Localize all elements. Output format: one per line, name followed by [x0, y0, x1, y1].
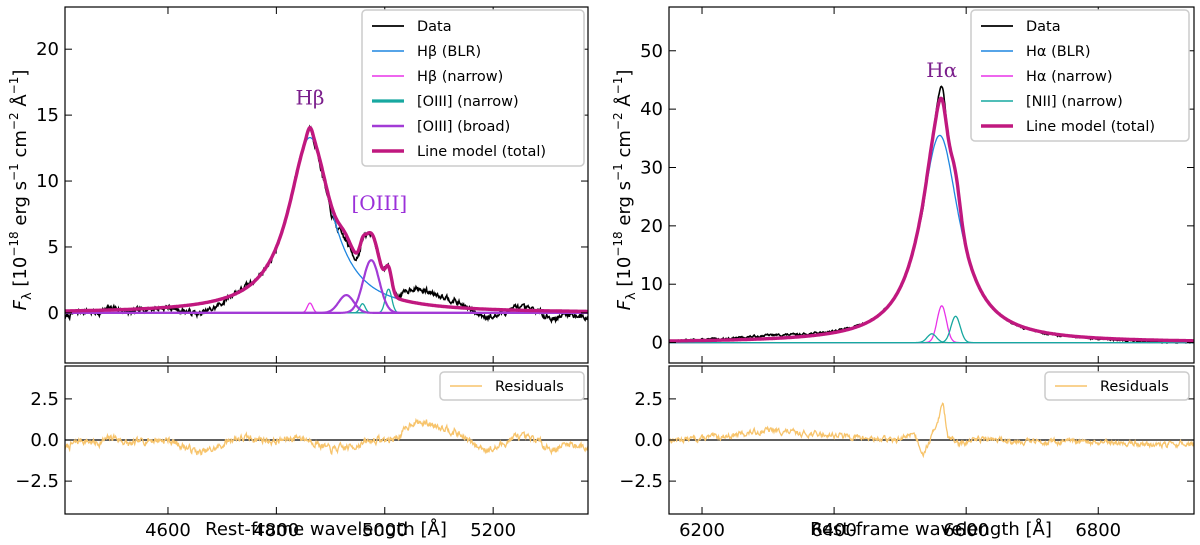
legend-label: Hα (BLR): [1026, 44, 1091, 60]
legend-label: [OIII] (narrow): [417, 94, 519, 110]
halpha-xlabel: Rest-frame wavelength [Å]: [810, 518, 1052, 540]
legend-label: Line model (total): [417, 144, 546, 160]
halpha-main-frame: [668, 6, 1195, 364]
hbeta-ylabel: Fλ [10−18 erg s−1 cm−2 Å−1]: [7, 70, 35, 311]
legend-label: Line model (total): [1026, 119, 1155, 135]
series-component-3: [669, 315, 1194, 344]
line-annotation: Hβ: [295, 86, 324, 110]
panel-halpha: 6200 6400 6600 6800 0 10 20 30 40 50 −2.5 0.0 2.5 Da…: [611, 6, 1195, 541]
line-annotation: Hα: [926, 58, 957, 82]
legend-label: Data: [417, 19, 452, 35]
residual-y-tick-label: 0.0: [634, 430, 663, 451]
residual-y-tick-label: 2.5: [634, 389, 663, 410]
halpha-axes: 6200 6400 6600 6800 0 10 20 30 40 50 −2.5 0.0 2.5: [619, 7, 1194, 541]
series-total-model: [65, 125, 588, 314]
y-tick-label: 20: [36, 39, 59, 60]
y-tick-label: 10: [640, 274, 663, 295]
x-tick-label: 4800: [253, 520, 299, 541]
halpha-plot-area: [669, 85, 1194, 345]
x-tick-label: 6600: [943, 520, 989, 541]
y-tick-label: 50: [640, 41, 663, 62]
x-tick-label: 5200: [470, 520, 516, 541]
residual-legend-label: Residuals: [495, 379, 564, 395]
hbeta-residuals-legend: Residuals: [439, 371, 585, 401]
residual-y-tick-label: −2.5: [15, 471, 59, 492]
series-component-0: [669, 134, 1194, 342]
legend-label: Hβ (narrow): [417, 69, 503, 85]
legend-box: [970, 9, 1190, 142]
residual-y-tick-label: −2.5: [619, 471, 663, 492]
x-tick-label: 6200: [679, 520, 725, 541]
series-total-model: [669, 96, 1194, 343]
legend-label: Hα (narrow): [1026, 69, 1113, 85]
residual-legend-label: Residuals: [1100, 379, 1169, 395]
x-tick-label: 5000: [362, 520, 408, 541]
y-tick-label: 15: [36, 105, 59, 126]
y-tick-label: 5: [48, 237, 59, 258]
x-tick-label: 4600: [145, 520, 191, 541]
legend-label: [NII] (narrow): [1026, 94, 1123, 110]
x-tick-label: 6400: [811, 520, 857, 541]
legend-label: Hβ (BLR): [417, 44, 481, 60]
series-residuals: [65, 417, 588, 456]
halpha-ylabel: Fλ [10−18 erg s−1 cm−2 Å−1]: [611, 70, 639, 311]
legend-label: [OIII] (broad): [417, 119, 510, 135]
halpha-annotations: Hα: [926, 58, 957, 82]
panel-hbeta: 4600 4800 5000 5200 0 5 10 15 20 −2.5 0.0 2.5 Data H…: [7, 6, 589, 541]
hbeta-xlabel: Rest-frame wavelength [Å]: [205, 518, 447, 540]
series-residuals: [669, 402, 1194, 459]
residual-legend-box: [439, 371, 585, 401]
x-tick-label: 6800: [1075, 520, 1121, 541]
y-tick-label: 0: [652, 333, 663, 354]
legend-label: Data: [1026, 19, 1061, 35]
halpha-legend: Data Hα (BLR) Hα (narrow) [NII] (narrow) Lin…: [970, 9, 1190, 142]
halpha-residuals-area: [669, 402, 1194, 459]
halpha-residuals-legend: Residuals: [1044, 371, 1190, 401]
line-annotation: [OIII]: [351, 191, 407, 215]
hbeta-plot-area: [65, 124, 588, 324]
hbeta-axes: 4600 4800 5000 5200 0 5 10 15 20 −2.5 0.0 2.5: [15, 7, 588, 541]
series-component-5: [65, 259, 588, 314]
y-tick-label: 0: [48, 303, 59, 324]
y-tick-label: 20: [640, 216, 663, 237]
y-tick-label: 40: [640, 99, 663, 120]
hbeta-annotations: Hβ [OIII]: [295, 86, 407, 215]
hbeta-residuals-area: [65, 417, 588, 456]
residual-legend-box: [1044, 371, 1190, 401]
y-tick-label: 10: [36, 171, 59, 192]
residual-y-tick-label: 2.5: [30, 389, 59, 410]
residual-y-tick-label: 0.0: [30, 430, 59, 451]
hbeta-legend: Data Hβ (BLR) Hβ (narrow) [OIII] (narrow) [O…: [361, 9, 585, 167]
legend-box: [361, 9, 585, 167]
y-tick-label: 30: [640, 157, 663, 178]
hbeta-main-frame: [64, 6, 589, 364]
